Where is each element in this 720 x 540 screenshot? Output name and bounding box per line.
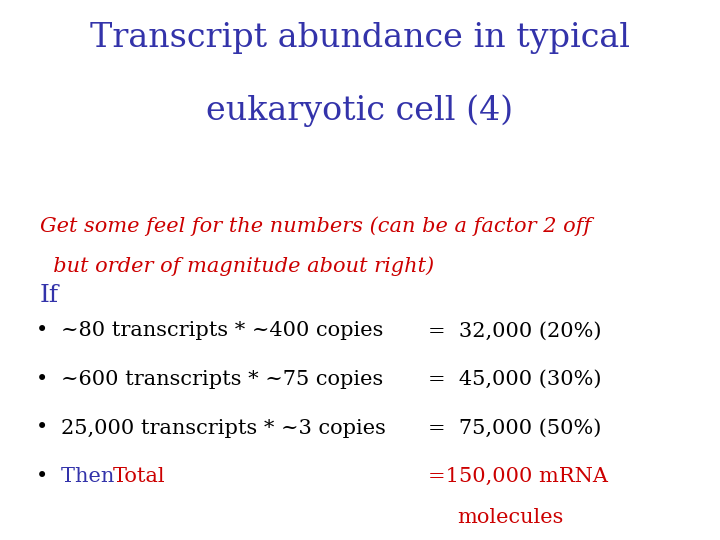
Text: Total: Total — [113, 467, 166, 486]
Text: •: • — [36, 321, 48, 340]
Text: Transcript abundance in typical: Transcript abundance in typical — [90, 22, 630, 53]
Text: •: • — [36, 418, 48, 437]
Text: but order of magnitude about right): but order of magnitude about right) — [40, 256, 433, 276]
Text: If: If — [40, 284, 59, 307]
Text: =  32,000 (20%): = 32,000 (20%) — [428, 321, 602, 340]
Text: Get some feel for the numbers (can be a factor 2 off: Get some feel for the numbers (can be a … — [40, 216, 591, 235]
Text: =150,000 mRNA: =150,000 mRNA — [428, 467, 608, 486]
Text: ~600 transcripts * ~75 copies: ~600 transcripts * ~75 copies — [61, 370, 384, 389]
Text: •: • — [36, 467, 48, 486]
Text: =  45,000 (30%): = 45,000 (30%) — [428, 370, 602, 389]
Text: •: • — [36, 370, 48, 389]
Text: eukaryotic cell (4): eukaryotic cell (4) — [207, 94, 513, 127]
Text: =  75,000 (50%): = 75,000 (50%) — [428, 418, 602, 437]
Text: Then: Then — [61, 467, 121, 486]
Text: 25,000 transcripts * ~3 copies: 25,000 transcripts * ~3 copies — [61, 418, 386, 437]
Text: molecules: molecules — [457, 508, 564, 526]
Text: ~80 transcripts * ~400 copies: ~80 transcripts * ~400 copies — [61, 321, 384, 340]
